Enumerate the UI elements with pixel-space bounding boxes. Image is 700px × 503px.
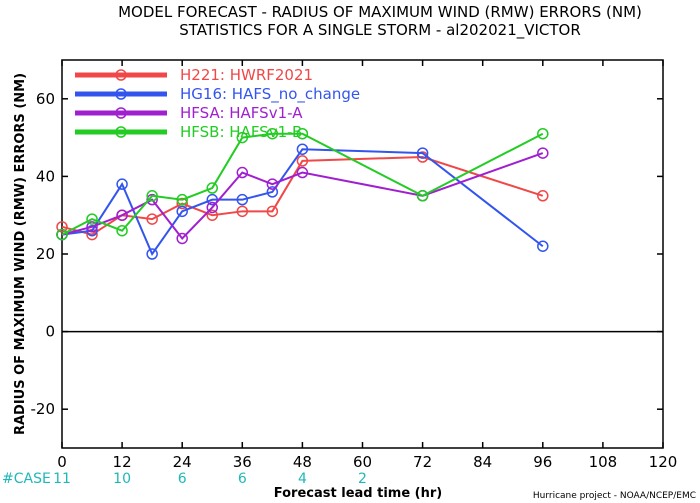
- y-axis-label: RADIUS OF MAXIMUM WIND (RMW) ERRORS (NM): [13, 73, 28, 435]
- legend-marker: [115, 69, 127, 81]
- series-point: [296, 166, 309, 179]
- series-point: [146, 248, 158, 260]
- series-point: [116, 209, 128, 221]
- legend-marker: [115, 107, 127, 119]
- series-point: [86, 221, 98, 233]
- series-point: [416, 147, 429, 159]
- x-axis-label: Forecast lead time (hr): [274, 486, 442, 501]
- y-tick-label: -20: [31, 400, 56, 418]
- x-tick-label: 48: [293, 453, 312, 471]
- series-point: [296, 155, 309, 167]
- series-point: [236, 131, 249, 144]
- series-point: [146, 193, 158, 206]
- series-point: [537, 240, 549, 252]
- legend-entry: HFSB: HAFSv1-B: [180, 123, 302, 141]
- series-point: [266, 178, 279, 190]
- series-point: [266, 205, 279, 218]
- y-tick-label: 20: [36, 245, 55, 263]
- series-point: [116, 224, 128, 237]
- series-point: [416, 190, 429, 202]
- x-tick-label: 24: [173, 453, 192, 471]
- case-count-label: #CASE: [2, 471, 51, 487]
- legend-marker: [115, 126, 127, 138]
- series-point: [266, 127, 279, 140]
- legend-marker: [115, 88, 127, 100]
- series-point: [236, 205, 249, 218]
- series-point: [56, 228, 68, 241]
- x-tick-label: 36: [233, 453, 252, 471]
- series-point: [206, 209, 218, 221]
- series-point: [206, 182, 218, 194]
- series-point: [236, 166, 249, 179]
- x-tick-label: 12: [113, 453, 132, 471]
- case-count: 6: [178, 471, 187, 487]
- legend-entry: HFSA: HAFSv1-A: [180, 104, 303, 122]
- legend-entry: HG16: HAFS_no_change: [180, 85, 360, 104]
- series-point: [146, 213, 158, 225]
- series-point: [116, 178, 128, 190]
- case-count: 4: [298, 471, 307, 487]
- series-point: [176, 197, 188, 210]
- series-line-1: [61, 155, 544, 236]
- y-tick-label: 60: [36, 90, 55, 108]
- credit-text: Hurricane project - NOAA/NCEP/EMC: [533, 491, 696, 501]
- chart-title-line2: STATISTICS FOR A SINGLE STORM - al202021…: [179, 21, 581, 40]
- series-point: [146, 190, 158, 202]
- series-point: [206, 193, 218, 206]
- x-tick-label: 84: [473, 453, 492, 471]
- x-tick-label: 120: [649, 453, 678, 471]
- x-tick-label: 60: [353, 453, 372, 471]
- series-point: [296, 143, 309, 155]
- case-count: 11: [53, 471, 71, 487]
- series-point: [86, 224, 98, 237]
- series-point: [296, 127, 309, 140]
- series-point: [537, 190, 549, 202]
- series-point: [176, 232, 188, 245]
- series-line-3: [61, 152, 544, 241]
- series-point: [236, 193, 249, 206]
- series-point: [537, 147, 549, 159]
- legend-entry: H221: HWRF2021: [180, 66, 313, 84]
- case-count: 6: [238, 471, 247, 487]
- series-point: [176, 205, 188, 218]
- series-point: [86, 213, 98, 225]
- series-point: [266, 186, 279, 198]
- series-point: [537, 127, 549, 140]
- chart-title-line1: MODEL FORECAST - RADIUS OF MAXIMUM WIND …: [118, 3, 642, 21]
- x-tick-label: 0: [57, 453, 67, 471]
- y-tick-label: 40: [36, 167, 55, 185]
- x-tick-label: 108: [589, 453, 618, 471]
- series-line-2: [61, 148, 544, 257]
- series-point: [206, 201, 218, 214]
- series-line-4: [61, 132, 544, 236]
- x-tick-label: 72: [413, 453, 432, 471]
- series-point: [176, 193, 188, 206]
- case-count: 2: [358, 471, 367, 487]
- y-tick-label: 0: [45, 323, 55, 341]
- case-count: 10: [113, 471, 131, 487]
- series-point: [56, 221, 68, 233]
- x-tick-label: 96: [533, 453, 552, 471]
